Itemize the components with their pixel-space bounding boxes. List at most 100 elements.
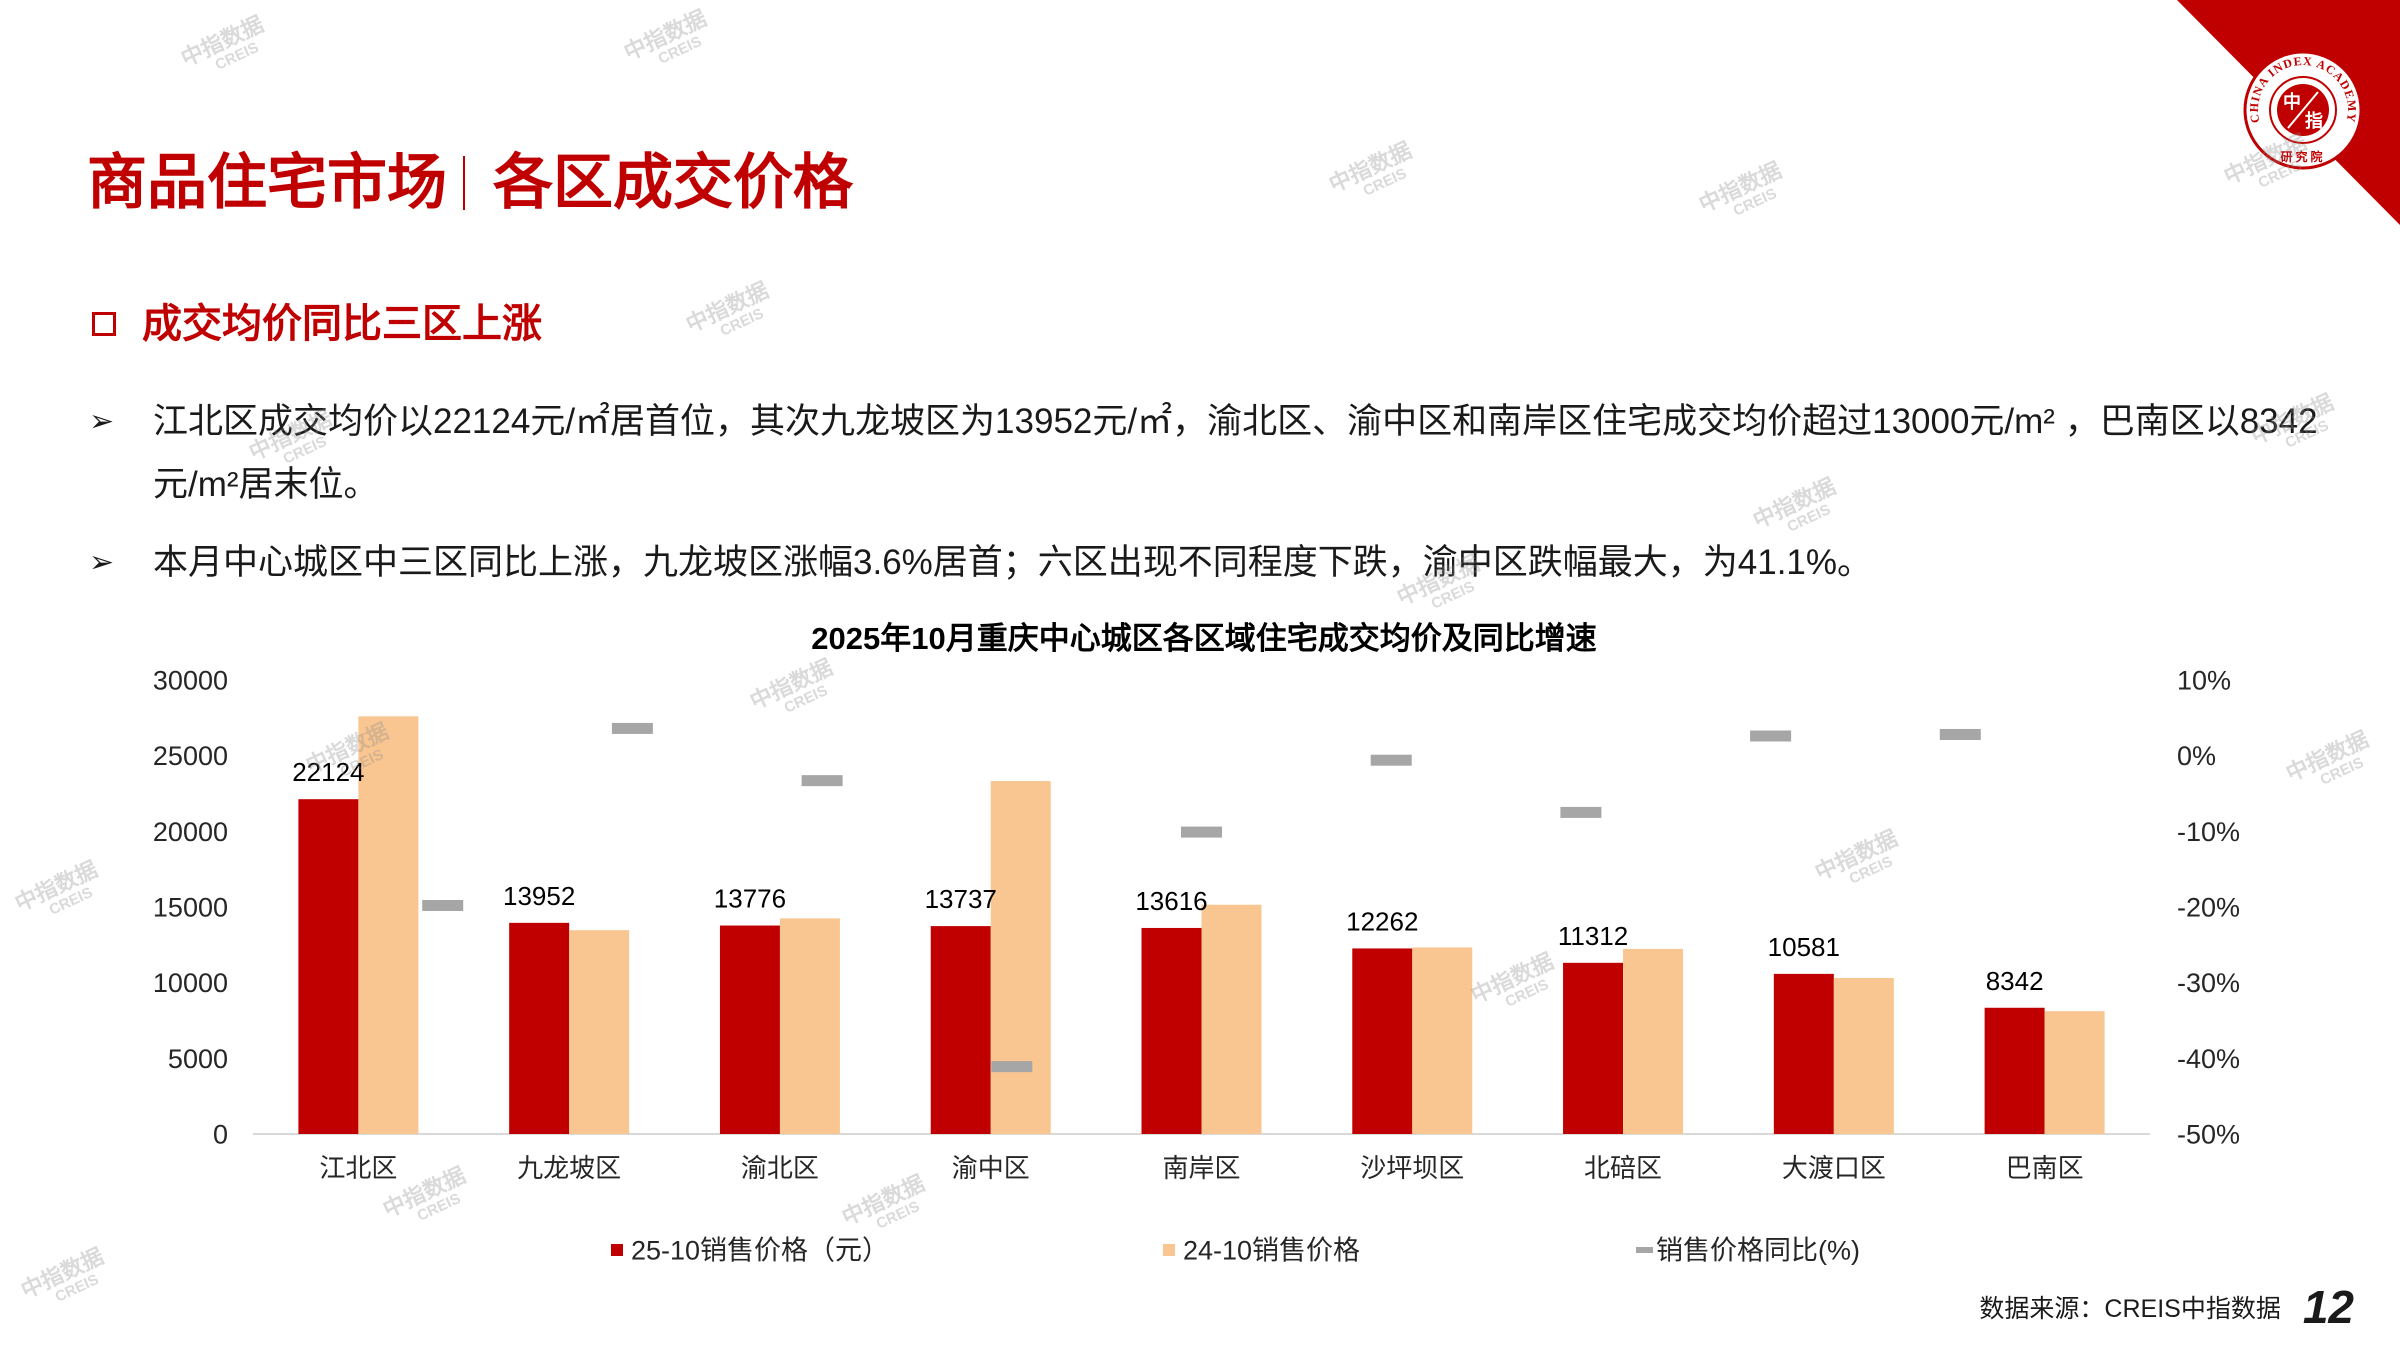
y-axis-tick-label: 0 bbox=[213, 1119, 228, 1149]
china-index-academy-logo: CHINA INDEX ACADEMY 中 指 研究院 bbox=[2177, 0, 2400, 225]
hollow-square-icon bbox=[92, 312, 116, 336]
watermark-text: 中指数据 bbox=[1695, 157, 1786, 218]
bar-data-label: 10581 bbox=[1768, 932, 1840, 962]
watermark-text: 中指数据 bbox=[620, 5, 711, 66]
bar-data-label: 8342 bbox=[1986, 966, 2044, 996]
bar-data-label: 13616 bbox=[1135, 886, 1207, 916]
y-axis-tick-label: 25000 bbox=[153, 741, 228, 771]
legend-swatch bbox=[1163, 1244, 1175, 1256]
yoy-marker bbox=[422, 899, 464, 911]
bar-series-2 bbox=[1201, 904, 1262, 1134]
price-chart-svg: 2025年10月重庆中心城区各区域住宅成交均价及同比增速 0 5000 10000 1… bbox=[153, 621, 2240, 1266]
watermark: 中指数据 CREIS bbox=[167, 8, 292, 109]
yoy-marker bbox=[1939, 728, 1981, 740]
arrow-bullet-icon bbox=[89, 531, 153, 594]
yoy-marker bbox=[611, 722, 653, 734]
bullet-text: 江北区成交均价以22124元/㎡居首位，其次九龙坡区为13952元/㎡，渝北区、… bbox=[153, 402, 2318, 504]
y2-axis-tick-label: -20% bbox=[2177, 892, 2240, 922]
watermark-text: CREIS bbox=[212, 39, 262, 74]
logo-char-zhi: 指 bbox=[2305, 110, 2323, 131]
y-axis-tick-label: 5000 bbox=[168, 1044, 228, 1074]
page-title: 商品住宅市场 各区成交价格 bbox=[87, 150, 853, 216]
page-title-sub: 各区成交价格 bbox=[493, 149, 853, 216]
watermark-text: CREIS bbox=[717, 305, 767, 340]
bar-series-2 bbox=[1623, 948, 1684, 1134]
bar-data-label: 13952 bbox=[503, 881, 575, 911]
watermark-text: CREIS bbox=[1360, 165, 1410, 200]
y2-axis-tick-label: 10% bbox=[2177, 665, 2231, 695]
legend-swatch bbox=[611, 1244, 623, 1256]
y2-axis-tick-label: 0% bbox=[2177, 741, 2216, 771]
bar-data-label: 11312 bbox=[1558, 921, 1628, 951]
watermark-text: CREIS bbox=[655, 33, 705, 68]
bullet-list: 江北区成交均价以22124元/㎡居首位，其次九龙坡区为13952元/㎡，渝北区、… bbox=[89, 390, 2329, 594]
x-axis-category-label: 沙坪坝区 bbox=[1360, 1153, 1464, 1183]
yoy-marker bbox=[1370, 754, 1412, 766]
bullet-item: 江北区成交均价以22124元/㎡居首位，其次九龙坡区为13952元/㎡，渝北区、… bbox=[89, 390, 2329, 516]
watermark-text: 中指数据 bbox=[682, 277, 773, 338]
y-axis-tick-label: 15000 bbox=[153, 892, 228, 922]
legend-label: 25-10销售价格（元） bbox=[631, 1235, 889, 1265]
legend-label: 销售价格同比(%) bbox=[1656, 1235, 1860, 1265]
bar-series-2 bbox=[779, 918, 840, 1134]
watermark: 中指数据 CREIS bbox=[610, 2, 735, 103]
bar-series-1 bbox=[1563, 962, 1624, 1134]
bar-series-2 bbox=[2044, 1011, 2105, 1134]
logo-char-zhong: 中 bbox=[2283, 91, 2301, 112]
y2-axis-tick-label: -10% bbox=[2177, 817, 2240, 847]
legend-swatch bbox=[1636, 1247, 1653, 1253]
bar-series-1 bbox=[298, 799, 359, 1134]
watermark-text: 中指数据 bbox=[177, 11, 268, 72]
bar-series-2 bbox=[358, 716, 419, 1134]
bullet-item: 本月中心城区中三区同比上涨，九龙坡区涨幅3.6%居首；六区出现不同程度下跌，渝中… bbox=[89, 531, 2329, 594]
title-divider bbox=[463, 156, 465, 210]
bar-series-1 bbox=[509, 922, 570, 1134]
bar-data-label: 13776 bbox=[714, 884, 786, 914]
watermark-text: 中指数据 bbox=[1325, 137, 1416, 198]
watermark: 中指数据 CREIS bbox=[1685, 154, 1810, 255]
y-axis-tick-label: 10000 bbox=[153, 968, 228, 998]
bar-data-label: 12262 bbox=[1346, 906, 1418, 936]
x-axis-category-label: 大渡口区 bbox=[1782, 1153, 1886, 1183]
page-title-main: 商品住宅市场 bbox=[87, 149, 447, 216]
y-axis-tick-label: 20000 bbox=[153, 817, 228, 847]
y-axis-tick-label: 30000 bbox=[153, 665, 228, 695]
logo-bottom-text: 研究院 bbox=[2280, 149, 2325, 164]
bar-series-1 bbox=[1141, 927, 1202, 1134]
bar-series-1 bbox=[1984, 1007, 2045, 1134]
page-number: 12 bbox=[2302, 1281, 2354, 1333]
x-axis-category-label: 渝中区 bbox=[952, 1153, 1030, 1183]
yoy-marker bbox=[1181, 826, 1222, 838]
section-heading-text: 成交均价同比三区上涨 bbox=[142, 302, 542, 346]
bar-series-2 bbox=[1833, 977, 1894, 1134]
x-axis-category-label: 江北区 bbox=[319, 1153, 397, 1183]
bar-series-1 bbox=[719, 925, 780, 1134]
x-axis-category-label: 渝北区 bbox=[741, 1153, 819, 1183]
y2-axis-tick-label: -50% bbox=[2177, 1119, 2240, 1149]
bar-series-2 bbox=[1412, 947, 1473, 1134]
logo-seal-inner-ring bbox=[2269, 76, 2337, 144]
bar-series-1 bbox=[1352, 948, 1413, 1134]
x-axis-category-label: 南岸区 bbox=[1162, 1153, 1240, 1183]
bar-series-1 bbox=[1773, 973, 1834, 1134]
bullet-text: 本月中心城区中三区同比上涨，九龙坡区涨幅3.6%居首；六区出现不同程度下跌，渝中… bbox=[153, 543, 1873, 582]
bar-series-2 bbox=[990, 781, 1051, 1134]
bar-series-1 bbox=[930, 926, 991, 1134]
x-axis-category-label: 九龙坡区 bbox=[517, 1153, 621, 1183]
y2-axis-tick-label: -40% bbox=[2177, 1044, 2240, 1074]
bar-data-label: 22124 bbox=[292, 757, 364, 787]
x-axis-category-label: 巴南区 bbox=[2006, 1153, 2084, 1183]
yoy-marker bbox=[1750, 730, 1792, 742]
y2-axis-tick-label: -30% bbox=[2177, 968, 2240, 998]
yoy-marker bbox=[991, 1061, 1033, 1073]
chart-legend: 25-10销售价格（元） 24-10销售价格 销售价格同比(%) bbox=[611, 1235, 1860, 1265]
slide-footer: 数据来源：CREIS中指数据 12 bbox=[1979, 1281, 2354, 1333]
bar-data-label: 13737 bbox=[925, 884, 997, 914]
chart-title: 2025年10月重庆中心城区各区域住宅成交均价及同比增速 bbox=[811, 621, 1596, 656]
watermark: 中指数据 CREIS bbox=[1315, 134, 1440, 235]
price-chart: 2025年10月重庆中心城区各区域住宅成交均价及同比增速 0 5000 10000 1… bbox=[0, 600, 2400, 1290]
yoy-marker bbox=[801, 775, 843, 787]
x-axis-category-label: 北碚区 bbox=[1584, 1153, 1662, 1183]
data-source: 数据来源：CREIS中指数据 bbox=[1979, 1295, 2281, 1323]
